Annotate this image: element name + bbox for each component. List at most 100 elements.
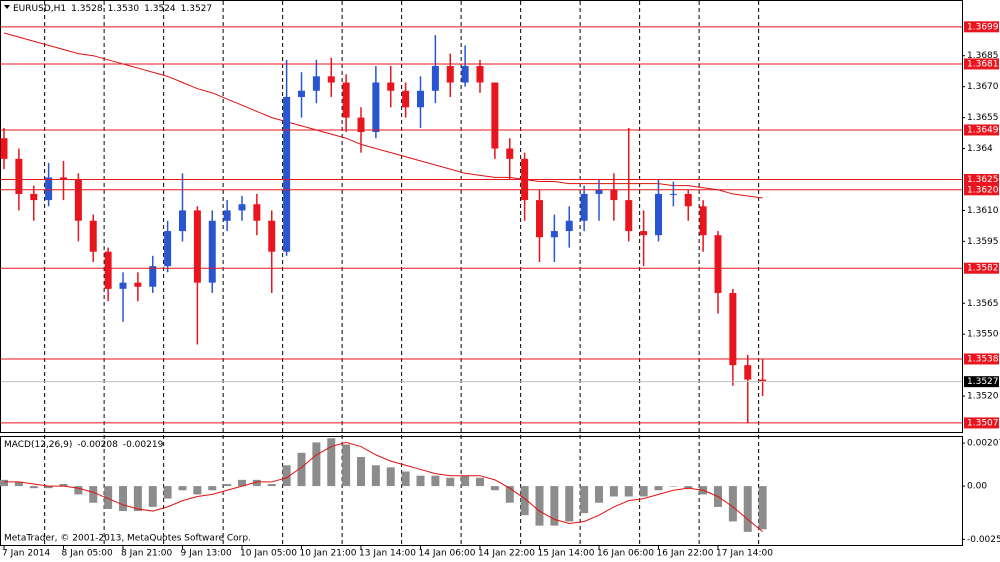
candle-body	[461, 66, 469, 83]
candle-body	[119, 282, 127, 289]
macd-bar	[743, 486, 752, 532]
x-tick-label: 7 Jan 2014	[2, 549, 50, 559]
level-label-box	[964, 353, 999, 365]
candle-body	[223, 210, 231, 221]
level-label: 1.3620	[967, 185, 999, 195]
chart-header: EURUSD,H1 1.3528 1.3530 1.3524 1.3527	[13, 4, 212, 14]
macd-bar	[252, 479, 261, 487]
candle-body	[476, 66, 484, 83]
macd-value: -0.00219	[123, 440, 164, 450]
macd-bar	[119, 486, 127, 512]
candle-body	[134, 282, 142, 287]
candle-body	[625, 200, 633, 232]
level-label-box	[964, 184, 999, 196]
candle-body	[268, 220, 276, 252]
candle-body	[0, 138, 8, 159]
macd-bar	[669, 486, 678, 487]
macd-bar	[609, 486, 618, 497]
candle-body	[15, 158, 23, 194]
x-tick-label: 10 Jan 05:00	[240, 549, 297, 559]
y-tick-label: -0.00256	[967, 535, 1000, 545]
candle-body	[744, 365, 752, 380]
candle-body	[669, 193, 677, 195]
macd-bar	[758, 486, 767, 530]
macd-bar	[431, 475, 440, 487]
y-tick-label: 1.3610	[967, 206, 999, 216]
candle-body	[580, 193, 588, 221]
level-label: 1.3649	[967, 125, 999, 135]
candle-body	[506, 148, 514, 159]
candle-body	[714, 235, 722, 293]
macd-bar	[416, 475, 425, 487]
y-tick-label: 1.3685	[967, 51, 999, 61]
candle-body	[699, 206, 707, 236]
macd-bar	[312, 442, 321, 487]
candle-body	[149, 266, 157, 287]
macd-bar	[0, 479, 8, 487]
candle-body	[536, 200, 543, 238]
y-tick-label: 1.3655	[967, 113, 999, 123]
x-tick-label: 14 Jan 22:00	[478, 549, 535, 559]
y-tick-label: 0.00	[967, 482, 987, 492]
y-tick-label: 1.3550	[967, 330, 999, 340]
macd-bar	[371, 465, 380, 487]
level-label-box	[964, 173, 999, 185]
last-price-box	[964, 376, 999, 388]
macd-bar	[208, 486, 217, 491]
candle-body	[45, 177, 53, 201]
level-label: 1.3538	[967, 354, 999, 364]
y-tick-label: 1.3565	[967, 299, 999, 309]
x-tick-label: 15 Jan 14:00	[538, 549, 595, 559]
menu-icon	[4, 5, 10, 9]
candle-body	[298, 90, 305, 97]
macd-bar	[297, 452, 306, 487]
macd-bar	[639, 486, 648, 497]
level-label-box	[964, 58, 999, 70]
candle-body	[684, 193, 692, 207]
macd-bar	[238, 479, 246, 487]
level-label: 1.3582	[967, 264, 999, 274]
candle-body	[60, 177, 67, 180]
candle-body	[610, 189, 618, 201]
candle-body	[342, 82, 350, 118]
candle-body	[402, 90, 410, 108]
candle-body	[30, 193, 38, 201]
macd-bar	[29, 486, 38, 489]
y-tick-label: 1.364	[967, 144, 993, 154]
macd-bar	[490, 486, 499, 491]
x-tick-label: 8 Jan 05:00	[62, 549, 114, 559]
candle-body	[595, 189, 603, 194]
candle-body	[179, 210, 186, 232]
candle-body	[74, 179, 82, 221]
last-price-label: 1.3527	[967, 377, 999, 387]
candle-body	[417, 90, 424, 108]
candle-body	[253, 204, 261, 221]
macd-value: -0.00208	[77, 440, 118, 450]
macd-bar	[282, 465, 291, 487]
macd-bar	[223, 484, 232, 487]
level-label-box	[964, 21, 999, 33]
candle-body	[283, 96, 291, 252]
macd-title: MACD(12,26,9)	[4, 440, 72, 450]
macd-bar	[178, 486, 187, 491]
level-label: 1.3699	[967, 22, 999, 32]
candle-body	[640, 231, 648, 236]
macd-bar	[44, 486, 53, 489]
macd-bar	[59, 484, 68, 487]
candle-body	[327, 76, 335, 83]
level-label-box	[964, 124, 999, 136]
x-tick-label: 16 Jan 22:00	[657, 549, 714, 559]
quote-value: 1.3530	[108, 4, 140, 14]
x-tick-label: 17 Jan 14:00	[716, 549, 773, 559]
candle-body	[208, 220, 216, 283]
macd-bar	[624, 486, 633, 497]
macd-bar	[327, 438, 336, 487]
candle-body	[729, 292, 737, 366]
moving-average	[3, 32, 763, 199]
x-tick-label: 10 Jan 21:00	[300, 549, 357, 559]
footer: MetaTrader, © 2001-2013, MetaQuotes Soft…	[4, 534, 251, 544]
candle-body	[193, 210, 201, 283]
macd-bar	[89, 486, 98, 503]
